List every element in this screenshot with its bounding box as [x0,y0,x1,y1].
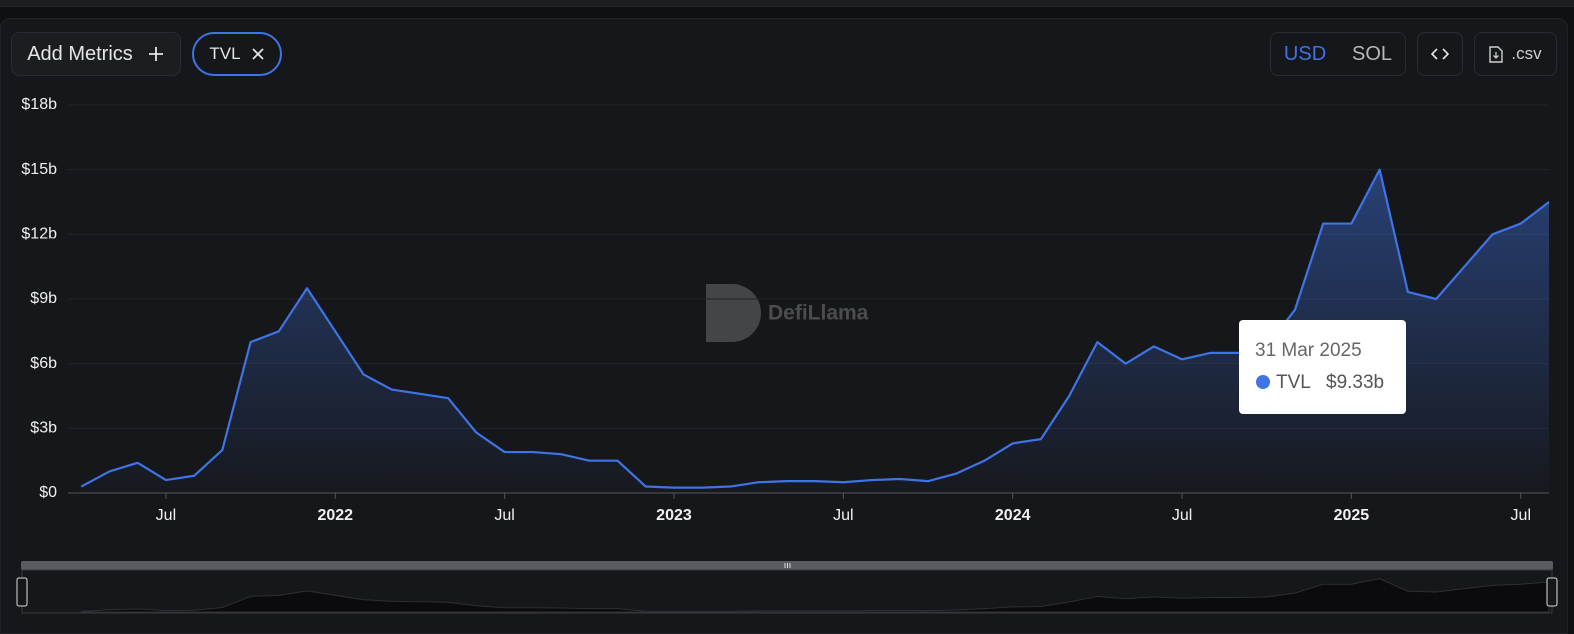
currency-toggle: USD SOL [1270,32,1406,76]
x-tick-label: 2024 [995,507,1031,524]
embed-button[interactable] [1417,32,1463,76]
metric-chip-label: TVL [209,44,241,63]
top-bar [0,0,1574,7]
x-tick-label: Jul [833,507,853,524]
x-tick-label: 2022 [317,507,353,524]
csv-label: .csv [1511,44,1542,63]
csv-button[interactable]: .csv [1474,32,1557,76]
watermark: DefiLlama [706,284,869,342]
navigator [16,561,1558,614]
metric-chip[interactable]: TVL [192,32,282,76]
tooltip-date: 31 Mar 2025 [1255,340,1362,361]
y-tick-label: $6b [30,355,57,372]
y-tick-label: $9b [30,290,57,307]
close-icon[interactable] [251,47,265,61]
x-tick-label: Jul [494,507,514,524]
add-metrics-label: Add Metrics [27,42,133,65]
tooltip-box [1239,320,1406,414]
file-icon [1489,45,1504,63]
navigator-area [80,578,1550,613]
currency-sol[interactable]: SOL [1352,42,1393,65]
x-tick-label: 2025 [1334,507,1370,524]
line [80,168,1550,489]
currency-usd[interactable]: USD [1283,42,1327,65]
x-tick-label: Jul [1172,507,1192,524]
navigator-handle[interactable] [1546,577,1558,607]
tooltip: 31 Mar 2025 TVL $9.33b [1239,320,1406,414]
x-tick-label: Jul [156,507,176,524]
tooltip-series: TVL [1276,372,1311,393]
navigator-handle[interactable] [16,577,28,607]
watermark-text: DefiLlama [768,302,869,325]
x-tick-label: 2023 [656,507,692,524]
tooltip-value: $9.33b [1326,372,1384,393]
x-tick-label: Jul [1511,507,1531,524]
y-tick-label: $0 [39,484,57,501]
y-tick-label: $15b [21,161,57,178]
add-metrics-button[interactable]: Add Metrics [11,32,181,76]
y-tick-label: $12b [21,226,57,243]
y-tick-label: $3b [30,420,57,437]
plus-icon [148,47,163,61]
code-icon [1431,48,1449,60]
y-tick-label: $18b [21,96,57,113]
tooltip-dot [1256,375,1270,389]
area [81,169,1549,493]
